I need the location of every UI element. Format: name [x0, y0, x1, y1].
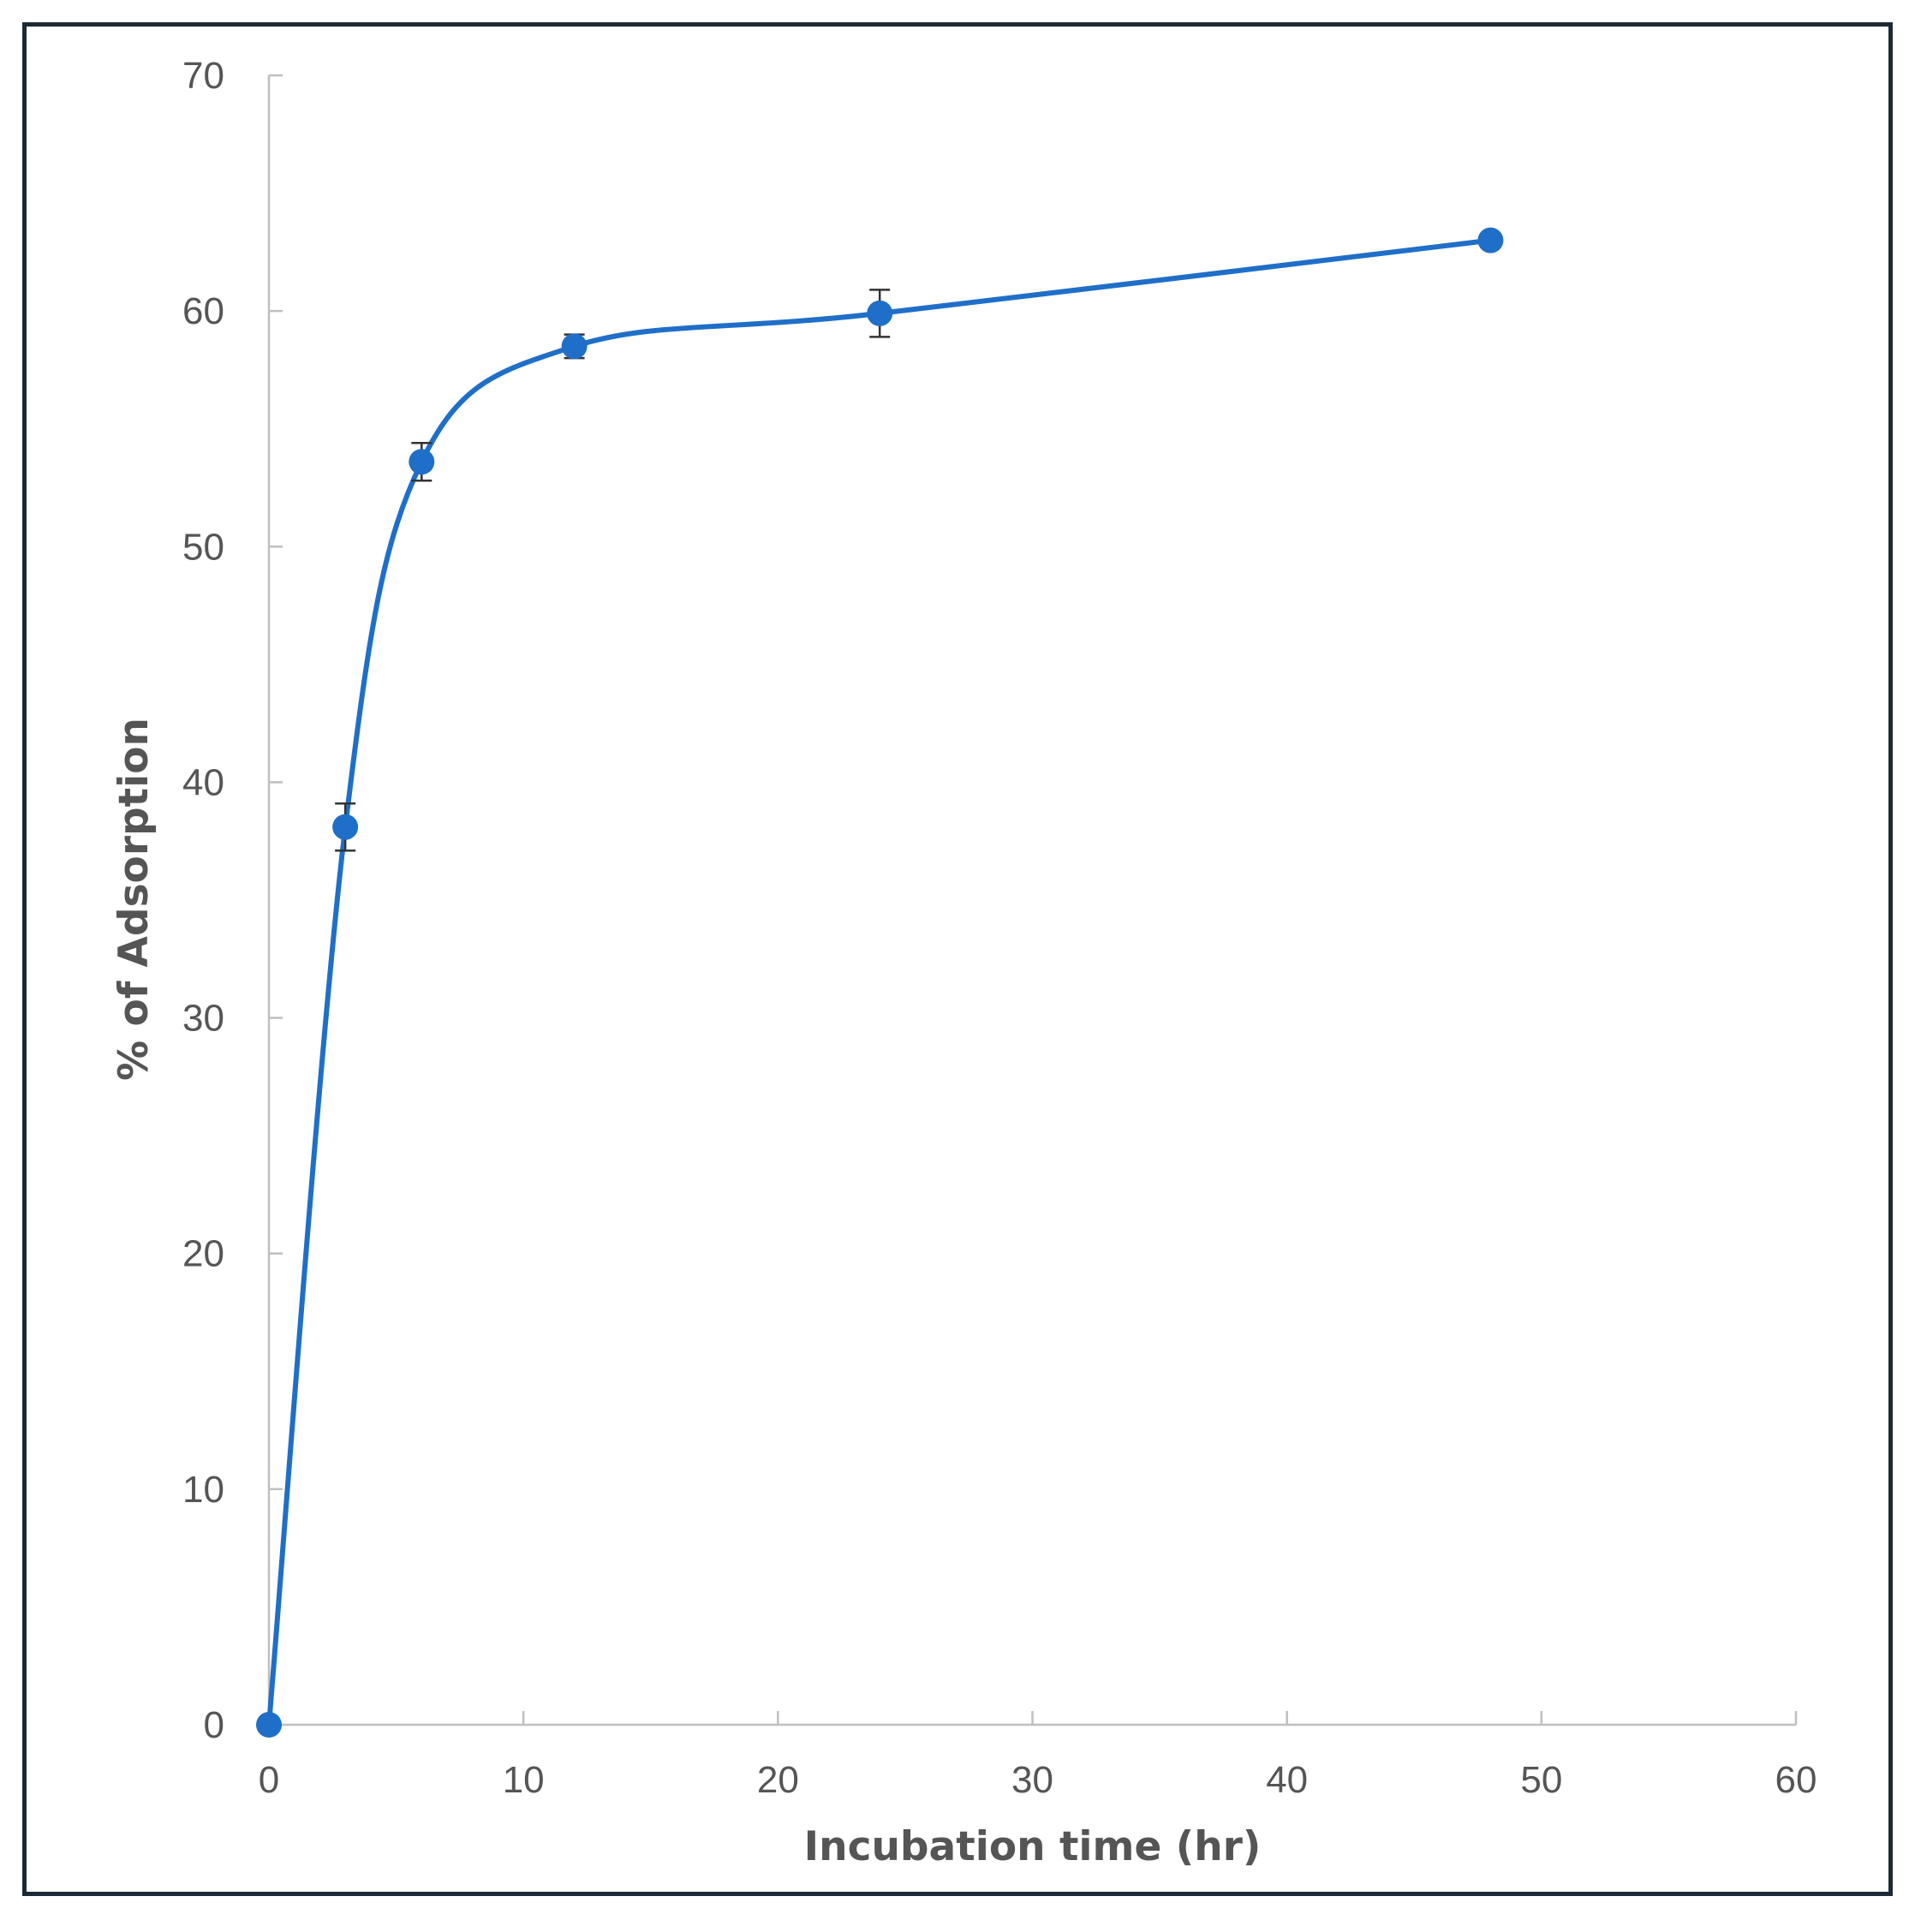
x-tick-label: 10 — [503, 1759, 545, 1801]
data-point — [561, 333, 588, 360]
y-tick-label: 40 — [182, 761, 224, 803]
x-tick-label: 50 — [1520, 1759, 1562, 1801]
y-tick-label: 0 — [204, 1704, 224, 1746]
chart-frame — [22, 22, 1893, 1896]
y-tick-label: 70 — [182, 55, 224, 97]
data-point — [409, 449, 435, 475]
x-tick-label: 0 — [259, 1759, 279, 1801]
x-tick-label: 20 — [757, 1759, 799, 1801]
tick-labels: 0 10 20 30 40 50 60 70 0 10 20 30 40 50 60 — [182, 55, 1817, 1801]
y-tick-label: 60 — [182, 290, 224, 332]
data-point — [256, 1712, 282, 1738]
x-tick-label: 60 — [1775, 1759, 1817, 1801]
y-tick-label: 50 — [182, 526, 224, 568]
y-tick-label: 10 — [182, 1469, 224, 1511]
data-point — [1477, 227, 1504, 253]
data-point — [332, 814, 359, 840]
x-tick-label: 40 — [1266, 1759, 1308, 1801]
x-axis-title: Incubation time (hr) — [804, 1823, 1262, 1870]
y-tick-label: 20 — [182, 1233, 224, 1275]
series-line — [266, 237, 1491, 1726]
axes — [267, 74, 1798, 1726]
series — [256, 227, 1504, 1738]
x-tick-label: 30 — [1011, 1759, 1053, 1801]
y-tick-label: 30 — [182, 998, 224, 1040]
data-point — [867, 300, 893, 326]
y-axis-title: % of Adsorption — [110, 718, 158, 1081]
